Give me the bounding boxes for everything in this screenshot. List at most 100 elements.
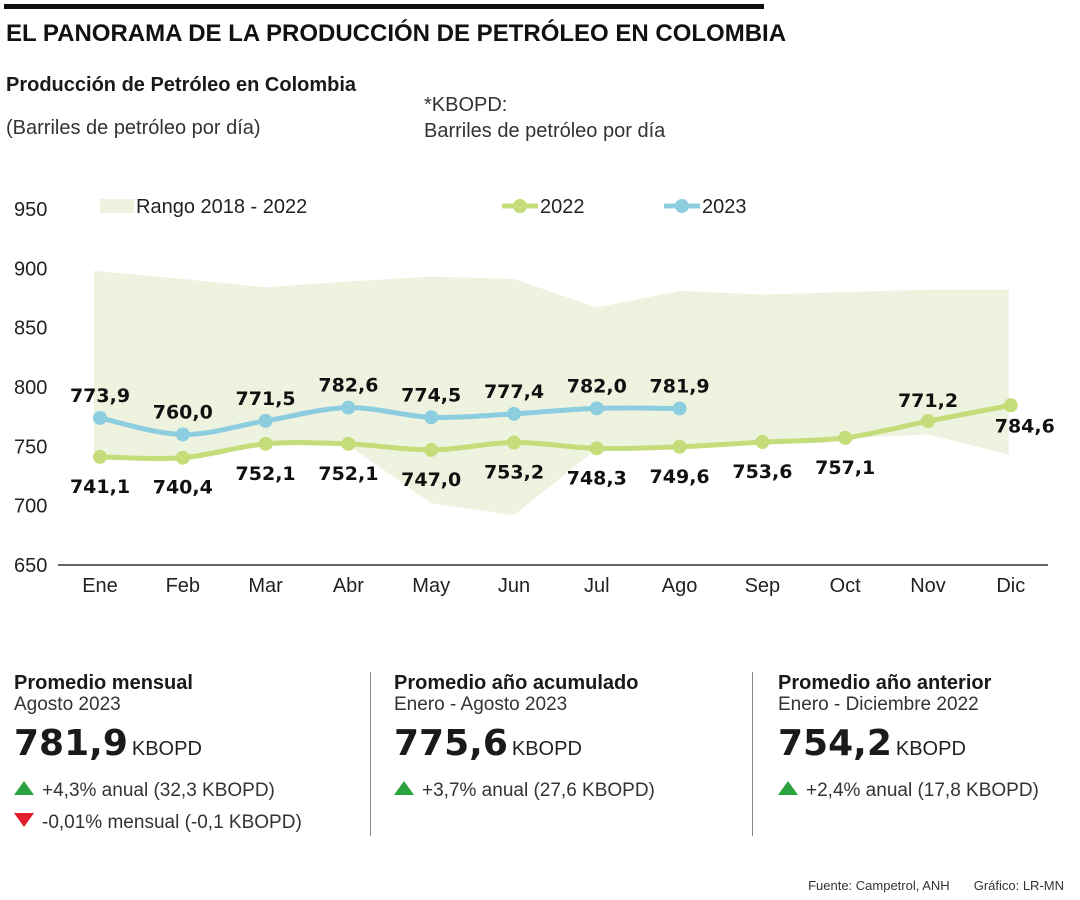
graphic-credit: Gráfico: LR-MN xyxy=(973,878,1064,893)
series-2022-point xyxy=(589,441,604,456)
series-2022-point xyxy=(93,449,107,464)
y-tick-label: 900 xyxy=(14,258,47,280)
source-note: Fuente: Campetrol, ANH xyxy=(808,878,950,893)
stat-period: Enero - Diciembre 2022 xyxy=(778,694,979,715)
series-2023-data-label: 782,0 xyxy=(567,375,627,397)
stat-unit: KBOPD xyxy=(511,738,582,760)
series-2022-point xyxy=(341,436,356,451)
stat-change-annual: +2,4% anual (17,8 KBOPD) xyxy=(778,777,1039,805)
legend-2022-label: 2022 xyxy=(540,196,585,218)
series-2023-data-label: 771,5 xyxy=(236,388,296,410)
stat-title: Promedio año anterior xyxy=(778,672,992,694)
triangle-down-icon xyxy=(14,813,34,827)
stat-previous-year-average: Promedio año anterior Enero - Diciembre … xyxy=(778,672,1039,805)
series-2022-data-label: 771,2 xyxy=(898,390,958,412)
stat-change-text: +4,3% anual (32,3 KBOPD) xyxy=(42,780,275,801)
production-line-chart: 650 700 750 800 850 900 950 Ene Feb Mar Abr May Jun J… xyxy=(14,196,1055,597)
y-tick-label: 800 xyxy=(14,377,47,399)
series-2022-point xyxy=(755,435,770,450)
x-tick-label: Jul xyxy=(584,575,610,597)
x-tick-label: Ago xyxy=(662,575,698,597)
footer: Fuente: Campetrol, ANH Gráfico: LR-MN xyxy=(784,878,1064,893)
x-tick-label: May xyxy=(412,575,450,597)
series-2023-data-label: 774,5 xyxy=(401,384,461,406)
series-2022-data-label: 749,6 xyxy=(650,466,710,488)
series-2022-data-label: 784,6 xyxy=(995,415,1055,437)
stat-period: Enero - Agosto 2023 xyxy=(394,694,568,715)
stat-change-text: +3,7% anual (27,6 KBOPD) xyxy=(422,780,655,801)
series-2023-point xyxy=(589,401,604,416)
series-2022-point xyxy=(258,436,273,451)
series-2023-point xyxy=(93,410,107,425)
series-2022-point xyxy=(424,442,439,457)
x-tick-label: Mar xyxy=(248,575,283,597)
stat-value-row: 754,2 KBOPD xyxy=(778,722,1039,773)
unit-note: *KBOPD: Barriles de petróleo por día xyxy=(424,92,665,144)
x-tick-label: Oct xyxy=(830,575,862,597)
x-tick-label: Sep xyxy=(745,575,781,597)
series-2022-data-label: 741,1 xyxy=(70,476,130,498)
unit-note-term: *KBOPD: xyxy=(424,94,508,116)
stat-change-text: -0,01% mensual (-0,1 KBOPD) xyxy=(42,812,302,833)
series-2022-data-label: 753,2 xyxy=(484,462,544,484)
series-2023-point xyxy=(507,406,521,421)
series-2022-point xyxy=(1003,398,1018,413)
triangle-up-icon xyxy=(14,781,34,795)
series-2023-point xyxy=(175,427,190,442)
stat-change-annual: +4,3% anual (32,3 KBOPD) xyxy=(14,777,302,805)
legend-2022-marker xyxy=(513,199,527,213)
series-2023-point xyxy=(672,401,687,416)
triangle-up-icon xyxy=(778,781,798,795)
chart-subtitle: (Barriles de petróleo por día) xyxy=(6,117,261,139)
legend-2023-marker xyxy=(675,199,689,213)
stat-value: 781,9 xyxy=(14,723,128,764)
stat-divider xyxy=(370,672,371,836)
y-tick-label: 700 xyxy=(14,496,47,518)
series-2023-point xyxy=(424,410,439,425)
series-2023-point xyxy=(341,400,356,415)
stat-change-monthly: -0,01% mensual (-0,1 KBOPD) xyxy=(14,809,302,837)
x-tick-label: Abr xyxy=(333,575,364,597)
series-2023-point xyxy=(258,413,273,428)
series-2022-point xyxy=(175,450,190,465)
series-2022-data-label: 752,1 xyxy=(236,463,296,485)
stat-value: 775,6 xyxy=(394,723,508,764)
stat-title: Promedio mensual xyxy=(14,672,193,694)
series-2022-data-label: 753,6 xyxy=(732,461,792,483)
triangle-up-icon xyxy=(394,781,414,795)
series-2022-data-label: 752,1 xyxy=(318,463,378,485)
series-2023-line xyxy=(97,405,683,437)
series-2023-data-label: 773,9 xyxy=(70,385,130,407)
series-2023-data-label: 781,9 xyxy=(650,375,710,397)
headline: EL PANORAMA DE LA PRODUCCIÓN DE PETRÓLEO… xyxy=(6,20,787,47)
y-tick-label: 950 xyxy=(14,199,47,221)
unit-note-definition: Barriles de petróleo por día xyxy=(424,120,666,142)
legend-2023-label: 2023 xyxy=(702,196,747,218)
legend-range-label: Rango 2018 - 2022 xyxy=(136,196,307,218)
x-tick-label: Jun xyxy=(498,575,530,597)
stat-unit: KBOPD xyxy=(131,738,202,760)
series-2023-data-label: 777,4 xyxy=(484,381,544,403)
stat-divider xyxy=(752,672,753,836)
series-2022-data-label: 748,3 xyxy=(567,467,627,489)
stat-unit: KBOPD xyxy=(895,738,966,760)
y-tick-label: 850 xyxy=(14,318,47,340)
series-2022-data-label: 747,0 xyxy=(401,469,461,491)
series-2023-data-label: 760,0 xyxy=(153,401,213,423)
series-2022-data-label: 740,4 xyxy=(153,477,213,499)
stat-change-text: +2,4% anual (17,8 KBOPD) xyxy=(806,780,1039,801)
series-2023-data-label: 782,6 xyxy=(318,375,378,397)
stat-monthly-average: Promedio mensual Agosto 2023 781,9 KBOPD … xyxy=(14,672,302,837)
stat-ytd-average: Promedio año acumulado Enero - Agosto 20… xyxy=(394,672,655,805)
stat-title: Promedio año acumulado xyxy=(394,672,639,694)
y-tick-label: 650 xyxy=(14,555,47,577)
series-2022-line xyxy=(97,402,1014,462)
chart-title: Producción de Petróleo en Colombia xyxy=(6,74,357,96)
stat-period: Agosto 2023 xyxy=(14,694,121,715)
x-tick-label: Feb xyxy=(166,575,200,597)
x-tick-label: Dic xyxy=(996,575,1025,597)
legend-range-swatch xyxy=(100,199,134,213)
stat-value-row: 781,9 KBOPD xyxy=(14,722,302,773)
series-2022-point xyxy=(507,435,521,450)
series-2022-point xyxy=(921,414,935,429)
